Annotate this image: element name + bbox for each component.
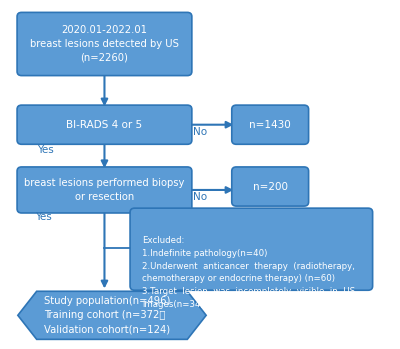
Text: 2020.01-2022.01
breast lesions detected by US
(n=2260): 2020.01-2022.01 breast lesions detected … — [30, 25, 179, 62]
FancyBboxPatch shape — [232, 167, 308, 206]
Text: n=200: n=200 — [253, 181, 288, 192]
Text: Yes: Yes — [37, 145, 54, 155]
Text: Excluded:
1.Indefinite pathology(n=40)
2.Underwent  anticancer  therapy  (radiot: Excluded: 1.Indefinite pathology(n=40) 2… — [142, 236, 355, 309]
Polygon shape — [18, 291, 206, 339]
FancyBboxPatch shape — [17, 167, 192, 213]
Text: Study population(n=496)
Training cohort (n=372）
Validation cohort(n=124): Study population(n=496) Training cohort … — [44, 296, 170, 334]
FancyBboxPatch shape — [232, 105, 308, 144]
Text: Yes: Yes — [35, 213, 52, 222]
Text: BI-RADS 4 or 5: BI-RADS 4 or 5 — [66, 120, 142, 130]
FancyBboxPatch shape — [17, 105, 192, 144]
Text: No: No — [193, 127, 207, 136]
FancyBboxPatch shape — [130, 208, 373, 290]
Text: n=1430: n=1430 — [249, 120, 291, 130]
Text: breast lesions performed biopsy
or resection: breast lesions performed biopsy or resec… — [24, 178, 185, 202]
FancyBboxPatch shape — [17, 13, 192, 76]
Text: No: No — [193, 192, 207, 202]
